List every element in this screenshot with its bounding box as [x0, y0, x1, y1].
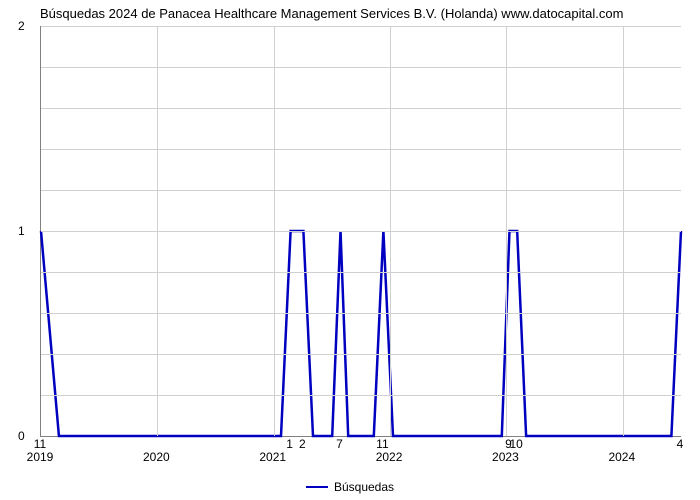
y-tick-label: 2: [18, 19, 25, 33]
y-tick-label: 0: [18, 429, 25, 443]
x-tick-label: 2021: [259, 450, 286, 464]
x-tick-label: 2022: [376, 450, 403, 464]
x-tick-label: 2020: [143, 450, 170, 464]
legend-item-busquedas: Búsquedas: [306, 480, 394, 494]
y-tick-label: 1: [18, 224, 25, 238]
point-label: 1: [286, 437, 293, 451]
x-tick-label: 2024: [608, 450, 635, 464]
plot-area: [40, 26, 681, 437]
point-label: 11: [376, 437, 388, 451]
x-tick-label: 2019: [27, 450, 54, 464]
legend-swatch: [306, 486, 328, 488]
x-tick-label: 2023: [492, 450, 519, 464]
point-label: 11: [34, 437, 46, 451]
legend: Búsquedas: [0, 475, 700, 494]
point-label: 4: [677, 437, 684, 451]
legend-label: Búsquedas: [334, 480, 394, 494]
point-label: 7: [336, 437, 343, 451]
chart-container: Búsquedas 2024 de Panacea Healthcare Man…: [0, 0, 700, 500]
point-label: 10: [509, 437, 522, 451]
point-label: 2: [299, 437, 306, 451]
chart-title: Búsquedas 2024 de Panacea Healthcare Man…: [40, 6, 623, 21]
